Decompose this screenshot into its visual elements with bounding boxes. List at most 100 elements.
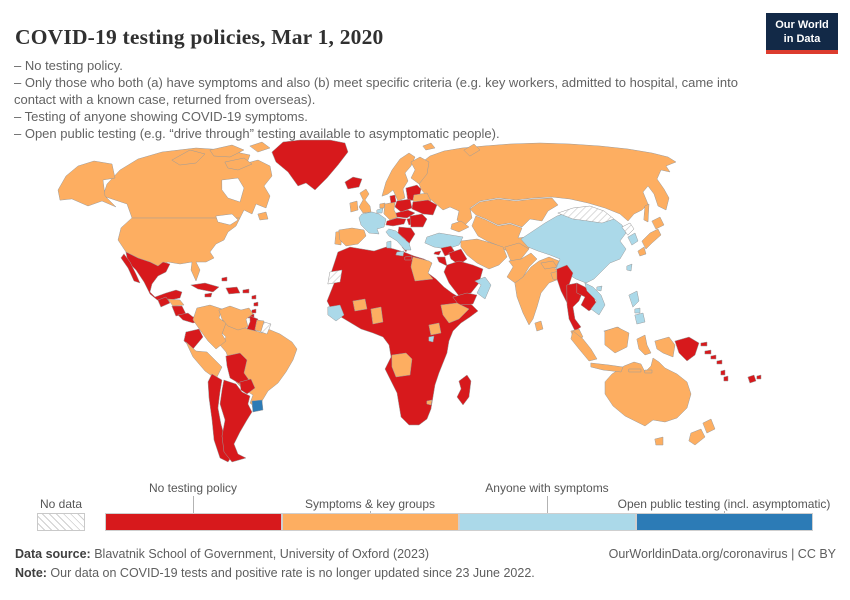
region-argentina[interactable]	[219, 379, 253, 463]
region-iran[interactable]	[460, 238, 508, 270]
region-uruguay[interactable]	[251, 399, 264, 413]
region-japan-hokkaido[interactable]	[651, 216, 665, 230]
region-angola[interactable]	[391, 352, 413, 378]
region-sicily[interactable]	[395, 250, 405, 257]
region-guatemala[interactable]	[157, 296, 171, 308]
region-fiji[interactable]	[756, 374, 762, 380]
region-egypt[interactable]	[410, 256, 434, 282]
region-romania[interactable]	[409, 213, 428, 228]
region-madagascar[interactable]	[456, 374, 472, 406]
region-ethiopia[interactable]	[440, 302, 470, 324]
region-philippines-mindanao[interactable]	[634, 312, 646, 325]
attribution-link[interactable]: OurWorldinData.org/coronavirus | CC BY	[608, 547, 836, 561]
region-vanuatu[interactable]	[723, 375, 729, 382]
region-philippines-visayas[interactable]	[634, 307, 641, 314]
region-taiwan[interactable]	[626, 263, 633, 272]
region-png-island[interactable]	[704, 349, 712, 355]
region-belgium[interactable]	[376, 207, 384, 214]
region-saudi-arabia[interactable]	[443, 260, 484, 297]
region-java[interactable]	[590, 362, 624, 373]
region-french-guiana[interactable]	[260, 321, 272, 335]
region-newfoundland[interactable]	[257, 211, 269, 221]
region-cuba[interactable]	[190, 282, 220, 293]
region-cyprus[interactable]	[433, 250, 442, 256]
region-paraguay[interactable]	[239, 378, 256, 395]
region-rwanda[interactable]	[428, 335, 435, 343]
region-vanuatu[interactable]	[720, 369, 726, 376]
region-kazakhstan[interactable]	[469, 197, 559, 228]
region-czech-slovakia[interactable]	[395, 209, 416, 219]
region-solomon-islands[interactable]	[710, 354, 717, 360]
region-north-korea[interactable]	[621, 222, 635, 236]
region-finland[interactable]	[410, 156, 430, 185]
region-mongolia[interactable]	[557, 205, 615, 224]
legend-bin-symptoms-key-groups[interactable]	[282, 513, 459, 531]
region-novaya-zemlya[interactable]	[463, 143, 481, 157]
region-solomon-islands[interactable]	[716, 359, 723, 365]
region-sulawesi[interactable]	[636, 334, 652, 356]
region-canada-arctic-island[interactable]	[171, 149, 206, 166]
region-fiji[interactable]	[747, 374, 757, 384]
region-crete[interactable]	[404, 255, 413, 261]
region-nz-south-island[interactable]	[688, 428, 706, 446]
region-poland[interactable]	[394, 198, 413, 213]
region-peru[interactable]	[185, 341, 223, 380]
region-alaska[interactable]	[57, 160, 117, 208]
region-papua-new-guinea[interactable]	[674, 336, 700, 362]
region-svalbard[interactable]	[422, 142, 436, 151]
region-ghana[interactable]	[370, 306, 384, 325]
region-sumatra[interactable]	[570, 330, 598, 362]
region-ukraine[interactable]	[411, 199, 438, 216]
region-venezuela[interactable]	[218, 305, 254, 331]
region-png-island[interactable]	[700, 341, 708, 347]
region-south-korea[interactable]	[627, 232, 639, 246]
region-baja-california[interactable]	[120, 253, 141, 284]
region-canada-arctic-island[interactable]	[249, 141, 271, 153]
region-usa[interactable]	[117, 217, 241, 282]
region-canada-arctic-island[interactable]	[224, 157, 253, 171]
region-denmark[interactable]	[389, 194, 397, 204]
region-japan-honshu[interactable]	[641, 228, 662, 250]
region-oman-uae[interactable]	[474, 276, 492, 300]
region-nz-north-island[interactable]	[702, 418, 716, 434]
region-jamaica[interactable]	[204, 292, 213, 298]
region-norway-sweden[interactable]	[381, 152, 416, 202]
region-mexico[interactable]	[125, 251, 183, 305]
region-colombia[interactable]	[192, 304, 227, 350]
region-lesser-antilles[interactable]	[251, 294, 257, 300]
legend-bin-open-public-testing[interactable]	[636, 513, 813, 531]
region-pakistan[interactable]	[506, 252, 538, 284]
region-guinea-sierra-leone[interactable]	[327, 304, 345, 322]
region-russia[interactable]	[417, 142, 677, 227]
region-sakhalin[interactable]	[643, 203, 650, 223]
region-sri-lanka[interactable]	[534, 320, 544, 332]
region-lesser-antilles[interactable]	[253, 301, 259, 307]
region-africa[interactable]	[326, 246, 479, 426]
region-uk[interactable]	[358, 188, 372, 214]
region-hainan[interactable]	[596, 285, 603, 292]
region-burkina-faso[interactable]	[352, 298, 368, 312]
region-eswatini[interactable]	[426, 399, 433, 406]
region-ireland[interactable]	[349, 200, 359, 213]
legend-bin-no-testing-policy[interactable]	[105, 513, 282, 531]
region-western-sahara[interactable]	[327, 269, 343, 285]
region-turkey[interactable]	[424, 232, 464, 250]
region-hispaniola[interactable]	[225, 286, 241, 295]
region-lesser-sunda[interactable]	[628, 368, 642, 373]
region-lesser-sunda[interactable]	[644, 369, 653, 374]
region-bahamas[interactable]	[221, 276, 228, 282]
region-netherlands[interactable]	[379, 202, 386, 209]
region-switzerland-austria[interactable]	[385, 217, 407, 227]
region-japan-kyushu[interactable]	[637, 246, 647, 257]
region-borneo[interactable]	[604, 326, 630, 354]
region-ecuador[interactable]	[183, 328, 204, 350]
region-canada-arctic-island[interactable]	[209, 144, 245, 158]
region-guyana[interactable]	[246, 315, 259, 332]
region-puerto-rico[interactable]	[242, 288, 250, 294]
region-france[interactable]	[358, 211, 387, 235]
region-vietnam[interactable]	[584, 282, 606, 316]
region-greenland[interactable]	[271, 139, 349, 191]
region-sardinia[interactable]	[386, 240, 392, 249]
legend-bin-anyone-with-symptoms[interactable]	[459, 513, 636, 531]
legend-no-data-swatch[interactable]	[37, 513, 85, 531]
